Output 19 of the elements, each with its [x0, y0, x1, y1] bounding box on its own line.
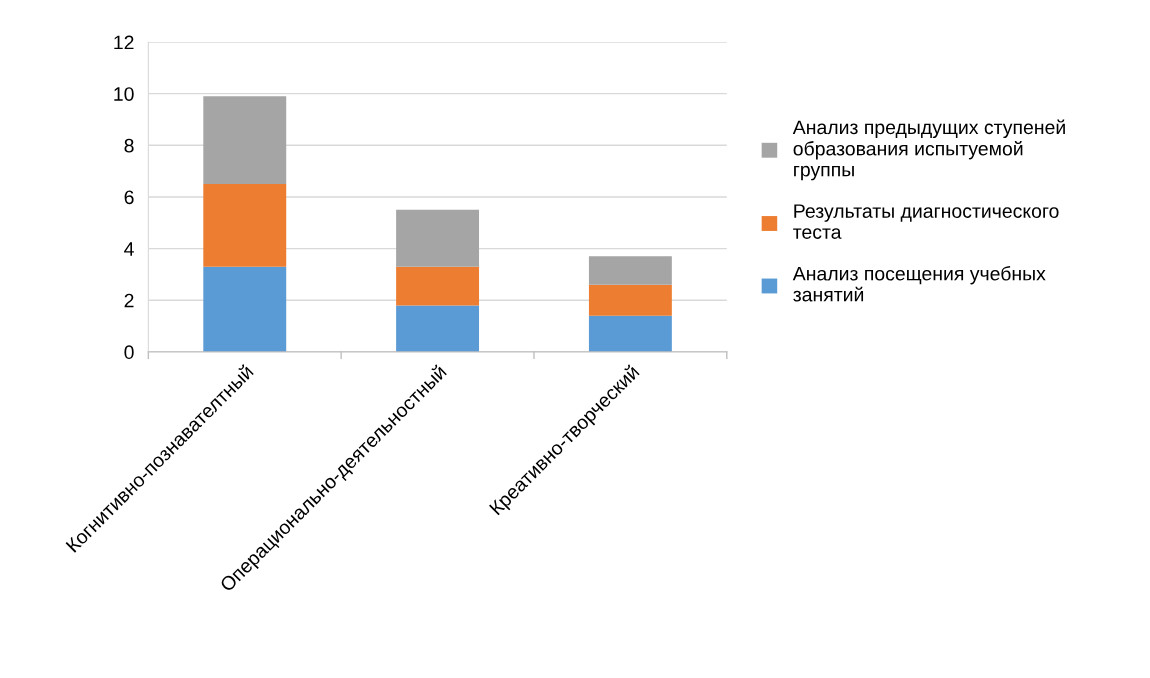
- legend-label: Анализ предыдущих ступеней образования испытуемой группы: [792, 119, 1065, 181]
- legend-label: Анализ посещения учебных занятий: [792, 266, 1046, 302]
- bar: [588, 256, 672, 285]
- y-tick-label: 0: [124, 345, 134, 360]
- bar: [203, 96, 287, 185]
- y-tick-label: 4: [124, 242, 134, 256]
- bar: [396, 209, 480, 267]
- bar: [203, 266, 287, 352]
- y-tick-label: 10: [114, 87, 134, 101]
- bar: [588, 315, 672, 352]
- bar: [203, 184, 287, 267]
- bar: [396, 305, 480, 352]
- y-tick-label: 6: [124, 190, 134, 205]
- y-tick-label: 12: [114, 35, 134, 50]
- y-tick-label: 2: [124, 293, 134, 308]
- legend-label: Результаты диагностического теста: [793, 204, 1059, 239]
- y-tick-label: 8: [124, 138, 134, 153]
- bar: [396, 266, 480, 306]
- bar: [588, 284, 672, 316]
